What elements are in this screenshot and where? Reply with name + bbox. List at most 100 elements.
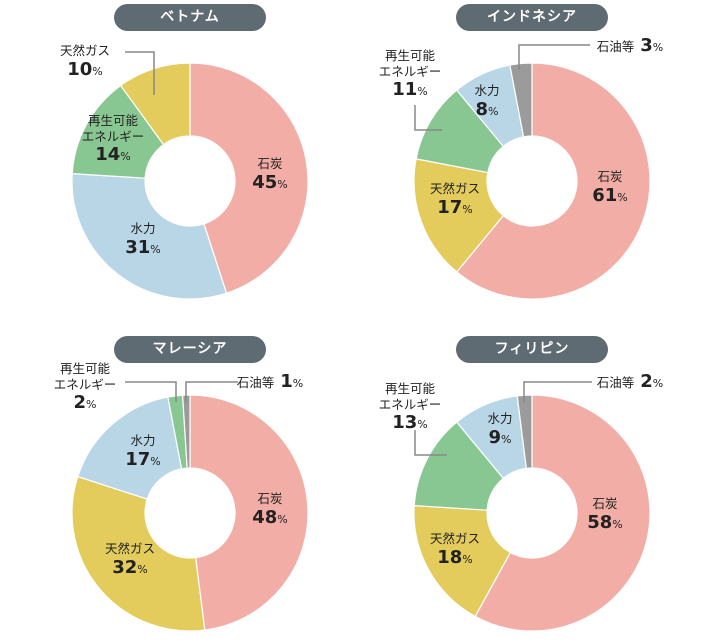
slice-value: 48	[252, 506, 278, 528]
slice-label: 石油等 2%	[597, 371, 664, 394]
percent-unit: %	[488, 104, 499, 118]
percent-unit: %	[652, 376, 664, 390]
donut-slice	[474, 394, 651, 632]
percent-unit: %	[462, 552, 473, 566]
donut-slice	[181, 394, 191, 469]
slice-name: 石油等	[596, 38, 635, 54]
slice-value: 32	[112, 556, 138, 578]
percent-unit: %	[120, 150, 131, 164]
donut-slice	[71, 172, 228, 300]
percent-unit: %	[137, 562, 148, 576]
slice-name: 石油等	[596, 374, 635, 390]
percent-unit: %	[417, 85, 428, 99]
slice-value: 2	[73, 392, 87, 414]
slice-label: 水力 8%	[474, 83, 499, 121]
slice-name: 水力	[474, 82, 500, 98]
percent-unit: %	[462, 202, 473, 216]
leader-line	[125, 51, 155, 95]
slice-name: 再生可能 エネルギー	[378, 381, 442, 412]
percent-unit: %	[277, 512, 288, 526]
leader-line	[518, 44, 590, 70]
leader-line	[414, 105, 442, 131]
slice-label: 水力 17%	[125, 433, 161, 471]
donut-slice	[455, 62, 651, 300]
slice-name: 石炭	[592, 495, 618, 511]
slice-label: 石炭 48%	[252, 491, 288, 529]
slice-value: 14	[95, 144, 121, 166]
slice-label: 水力 31%	[125, 221, 161, 259]
slice-value: 18	[437, 546, 463, 568]
percent-unit: %	[277, 177, 288, 191]
slice-value: 17	[437, 196, 463, 218]
slice-value: 11	[392, 79, 418, 101]
slice-name: 天然ガス	[429, 180, 481, 196]
chart-title: マレーシア	[114, 336, 266, 363]
slice-value: 8	[475, 98, 489, 120]
slice-label: 天然ガス 10%	[60, 43, 110, 81]
percent-unit: %	[292, 376, 304, 390]
leader-line	[185, 381, 238, 402]
slice-name: 再生可能 エネルギー	[53, 361, 117, 392]
slice-name: 天然ガス	[59, 42, 111, 58]
slice-label: 天然ガス 17%	[430, 181, 480, 219]
percent-unit: %	[652, 40, 664, 54]
slice-name: 再生可能 エネルギー	[81, 113, 145, 144]
leader-line	[125, 381, 177, 402]
slice-label: 石油等 1%	[237, 371, 304, 394]
slice-name: 石油等	[236, 374, 275, 390]
slice-label: 再生可能 エネルギー 11%	[379, 48, 442, 102]
slice-value: 9	[488, 426, 502, 448]
donut-slice	[119, 62, 191, 146]
slice-name: 石炭	[257, 490, 283, 506]
leader-line	[414, 430, 447, 456]
chart-title: フィリピン	[456, 336, 608, 363]
slice-value: 61	[592, 184, 618, 206]
slice-label: 再生可能 エネルギー 14%	[82, 113, 145, 167]
slice-name: 再生可能 エネルギー	[378, 48, 442, 79]
donut-slice	[413, 504, 512, 618]
slice-value: 58	[587, 511, 613, 533]
percent-unit: %	[612, 517, 623, 531]
slice-label: 石炭 45%	[252, 156, 288, 194]
slice-value: 10	[67, 58, 93, 80]
slice-value: 1	[280, 370, 293, 392]
slice-label: 天然ガス 32%	[105, 541, 155, 579]
donut-slice	[189, 394, 309, 631]
slice-name: 水力	[487, 410, 513, 426]
slice-name: 天然ガス	[429, 530, 481, 546]
donut-slice	[77, 396, 183, 500]
slice-label: 水力 9%	[487, 411, 512, 449]
donut-slice	[189, 62, 309, 294]
slice-name: 石炭	[257, 155, 283, 171]
slice-value: 45	[252, 171, 278, 193]
slice-label: 石油等 3%	[597, 35, 664, 58]
slice-name: 天然ガス	[104, 540, 156, 556]
percent-unit: %	[150, 242, 161, 256]
donut-slice	[509, 62, 533, 138]
slice-label: 再生可能 エネルギー 2%	[54, 361, 117, 415]
slice-value: 3	[640, 34, 653, 56]
leader-line	[523, 381, 592, 402]
slice-label: 石炭 58%	[587, 496, 623, 534]
slice-label: 再生可能 エネルギー 13%	[379, 381, 442, 435]
chart-title: インドネシア	[456, 4, 608, 31]
slice-value: 2	[640, 370, 653, 392]
donut-slice	[516, 394, 533, 470]
slice-label: 石炭 61%	[592, 169, 628, 207]
slice-value: 17	[125, 448, 151, 470]
percent-unit: %	[150, 454, 161, 468]
chart-title: ベトナム	[114, 4, 266, 31]
slice-value: 31	[125, 236, 151, 258]
slice-name: 石炭	[597, 168, 623, 184]
slice-label: 天然ガス 18%	[430, 531, 480, 569]
slice-name: 水力	[130, 432, 156, 448]
percent-unit: %	[501, 432, 512, 446]
donut-slice	[71, 475, 206, 632]
percent-unit: %	[86, 398, 97, 412]
percent-unit: %	[617, 190, 628, 204]
donut-slice	[413, 158, 505, 273]
slice-value: 13	[392, 412, 418, 434]
percent-unit: %	[92, 64, 103, 78]
percent-unit: %	[417, 418, 428, 432]
